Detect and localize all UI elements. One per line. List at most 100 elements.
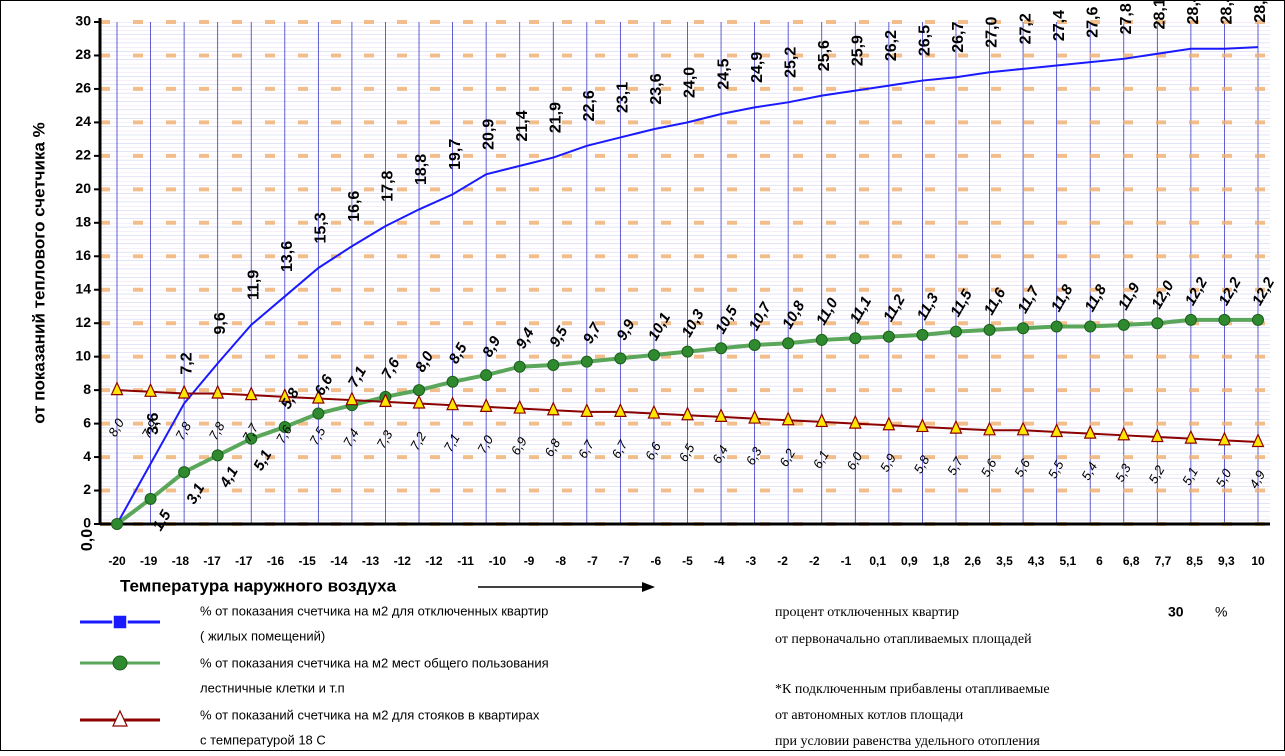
note: *К подключенным прибавлены отапливаемые	[775, 682, 1050, 697]
marker	[614, 352, 627, 365]
marker	[1218, 313, 1231, 326]
x-tick-label: 9,3	[1218, 554, 1235, 568]
x-tick-label: 7,7	[1155, 554, 1172, 568]
data-label: 3,6	[145, 413, 162, 435]
marker	[647, 404, 661, 419]
data-label: 9,6	[212, 312, 229, 334]
x-tick-label: -14	[330, 554, 348, 568]
x-tick-label: -8	[555, 554, 566, 568]
x-tick-label: -7	[619, 554, 630, 568]
marker	[211, 384, 225, 399]
y-tick-label: 12	[75, 314, 91, 330]
data-label: 27,4	[1051, 10, 1068, 41]
legend-label: ( жилых помещений)	[200, 628, 325, 643]
data-label: 27,0	[984, 17, 1001, 48]
marker	[1084, 320, 1097, 333]
marker	[513, 399, 527, 414]
legend-label: % от показания счетчика на м2 мест общег…	[200, 655, 549, 670]
marker	[1184, 429, 1198, 444]
x-tick-label: -6	[650, 554, 661, 568]
marker	[111, 518, 123, 530]
data-label: 26,2	[883, 30, 900, 61]
marker	[714, 407, 728, 423]
data-label: 25,6	[816, 40, 833, 71]
note-unit: %	[1215, 604, 1227, 620]
data-label: 24,0	[682, 67, 699, 98]
marker	[1251, 433, 1265, 448]
marker	[983, 421, 996, 436]
note: от первоначально отапливаемых площадей	[775, 632, 1032, 647]
marker	[345, 391, 359, 406]
x-tick-label: 0,1	[869, 554, 886, 568]
data-label: 13,6	[279, 241, 296, 272]
x-tick-label: -13	[362, 554, 380, 568]
x-tick-label: 0,9	[901, 554, 918, 568]
marker	[546, 401, 560, 416]
marker	[681, 406, 694, 421]
y-tick-label: 14	[75, 280, 91, 296]
data-label: 23,6	[648, 73, 665, 104]
x-tick-label: -2	[777, 554, 788, 568]
data-label: 17,8	[380, 170, 397, 201]
marker	[613, 402, 627, 417]
x-tick-label: -7	[587, 554, 598, 568]
note: процент отключенных квартир	[775, 605, 959, 620]
x-tick-label: -20	[108, 554, 126, 568]
data-label: 28,5	[1252, 0, 1269, 23]
marker	[446, 375, 459, 388]
data-label: 26,5	[917, 25, 934, 56]
data-label: 7,2	[178, 352, 195, 374]
x-tick-label: -9	[524, 554, 535, 568]
marker	[580, 355, 593, 368]
data-label: 0,0	[79, 529, 96, 551]
data-label: 27,8	[1118, 3, 1135, 34]
marker	[1218, 431, 1231, 446]
marker	[513, 360, 526, 373]
marker	[748, 409, 762, 424]
y-tick-label: 20	[75, 180, 91, 196]
data-label: 16,6	[346, 191, 363, 222]
data-label: 28,4	[1185, 0, 1202, 24]
data-label: 24,9	[749, 52, 766, 83]
marker	[480, 369, 493, 382]
marker	[782, 337, 795, 350]
marker	[311, 389, 325, 404]
data-label: 22,6	[581, 90, 598, 121]
marker	[110, 381, 124, 396]
legend-label: с температурой 18 С	[200, 732, 326, 747]
legend-label: % от показания счетчика на м2 для отключ…	[200, 603, 548, 618]
marker	[211, 449, 224, 462]
minor-grid	[100, 22, 1270, 524]
x-tick-label: 6,8	[1123, 554, 1140, 568]
x-tick-label: 4,3	[1028, 554, 1045, 568]
x-tick-label: -19	[140, 554, 158, 568]
marker	[681, 345, 694, 358]
x-tick-label: 6	[1096, 554, 1103, 568]
marker	[278, 420, 291, 433]
y-tick-label: 28	[75, 46, 91, 62]
note: от автономных котлов площади	[775, 708, 964, 723]
marker	[278, 387, 292, 402]
marker	[547, 359, 560, 372]
x-tick-label: -2	[809, 554, 820, 568]
marker	[144, 382, 157, 397]
y-tick-label: 8	[83, 381, 91, 397]
marker	[748, 338, 761, 351]
marker	[379, 392, 392, 407]
marker	[647, 348, 660, 361]
y-tick-label: 16	[75, 247, 91, 263]
x-tick-label: 8,5	[1186, 554, 1203, 568]
y-tick-label: 2	[83, 481, 91, 497]
x-tick-label: -10	[489, 554, 507, 568]
x-tick-label: -5	[682, 554, 693, 568]
data-label: 24,5	[715, 58, 732, 89]
x-tick-label: -18	[172, 554, 190, 568]
x-tick-label: -17	[235, 554, 253, 568]
x-tick-label: 2,6	[964, 554, 981, 568]
marker	[1184, 313, 1197, 326]
marker	[1083, 424, 1097, 439]
marker	[245, 432, 258, 445]
data-label: 19,7	[447, 139, 464, 170]
x-tick-label: 5,1	[1059, 554, 1076, 568]
marker	[1252, 313, 1264, 326]
